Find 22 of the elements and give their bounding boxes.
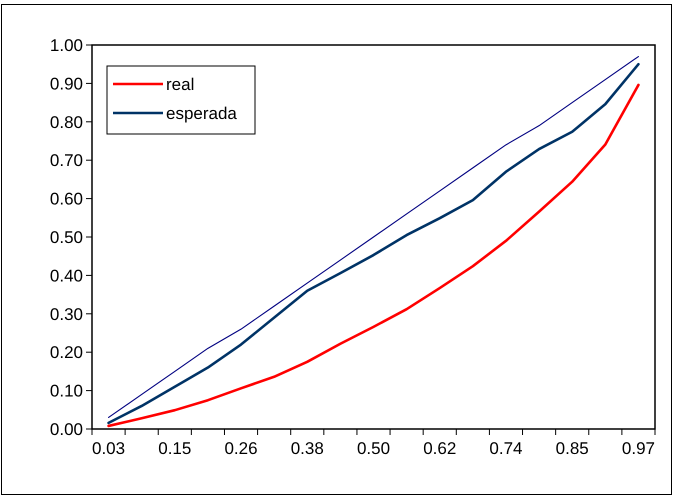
y-tick-label: 0.20 xyxy=(50,343,83,362)
y-tick-label: 0.80 xyxy=(50,112,83,132)
y-tick-label: 1.00 xyxy=(50,36,83,55)
y-tick-label: 0.50 xyxy=(50,228,83,247)
legend-label: real xyxy=(166,74,194,94)
x-tick-label: 0.15 xyxy=(158,439,192,458)
y-tick-label: 0.70 xyxy=(50,151,83,170)
x-tick-label: 0.50 xyxy=(356,439,390,458)
y-tick-label: 0.30 xyxy=(50,304,83,324)
x-tick-label: 0.03 xyxy=(92,439,126,458)
x-tick-label: 0.97 xyxy=(622,439,655,458)
x-tick-label: 0.26 xyxy=(224,439,258,458)
y-tick-label: 0.10 xyxy=(50,382,83,401)
y-tick-label: 0.60 xyxy=(50,190,83,209)
x-tick-label: 0.62 xyxy=(423,439,456,458)
y-tick-label: 0.00 xyxy=(50,420,83,439)
legend-label: esperada xyxy=(166,104,238,123)
x-tick-label: 0.38 xyxy=(290,439,324,458)
y-tick-label: 0.90 xyxy=(50,74,83,94)
x-tick-label: 0.74 xyxy=(489,439,523,458)
y-tick-label: 0.40 xyxy=(50,266,83,286)
x-tick-label: 0.85 xyxy=(556,439,589,458)
